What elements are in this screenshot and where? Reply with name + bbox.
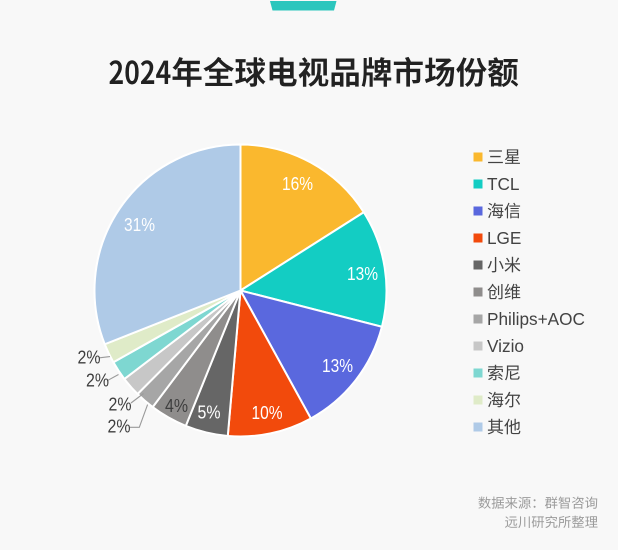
svg-text:13%: 13% <box>347 264 378 284</box>
svg-text:10%: 10% <box>252 403 283 423</box>
svg-text:31%: 31% <box>124 215 155 235</box>
svg-text:TCL: TCL <box>487 174 519 194</box>
svg-text:LGE: LGE <box>487 228 521 248</box>
svg-text:2%: 2% <box>78 347 101 367</box>
svg-text:Philips+AOC: Philips+AOC <box>487 309 585 329</box>
svg-text:4%: 4% <box>165 396 188 416</box>
svg-text:2%: 2% <box>86 371 109 391</box>
svg-text:2%: 2% <box>109 395 132 415</box>
svg-text:5%: 5% <box>198 403 221 423</box>
svg-text:2%: 2% <box>108 417 131 437</box>
svg-text:13%: 13% <box>322 356 353 376</box>
svg-text:Vizio: Vizio <box>487 336 524 356</box>
svg-text:16%: 16% <box>282 174 313 194</box>
